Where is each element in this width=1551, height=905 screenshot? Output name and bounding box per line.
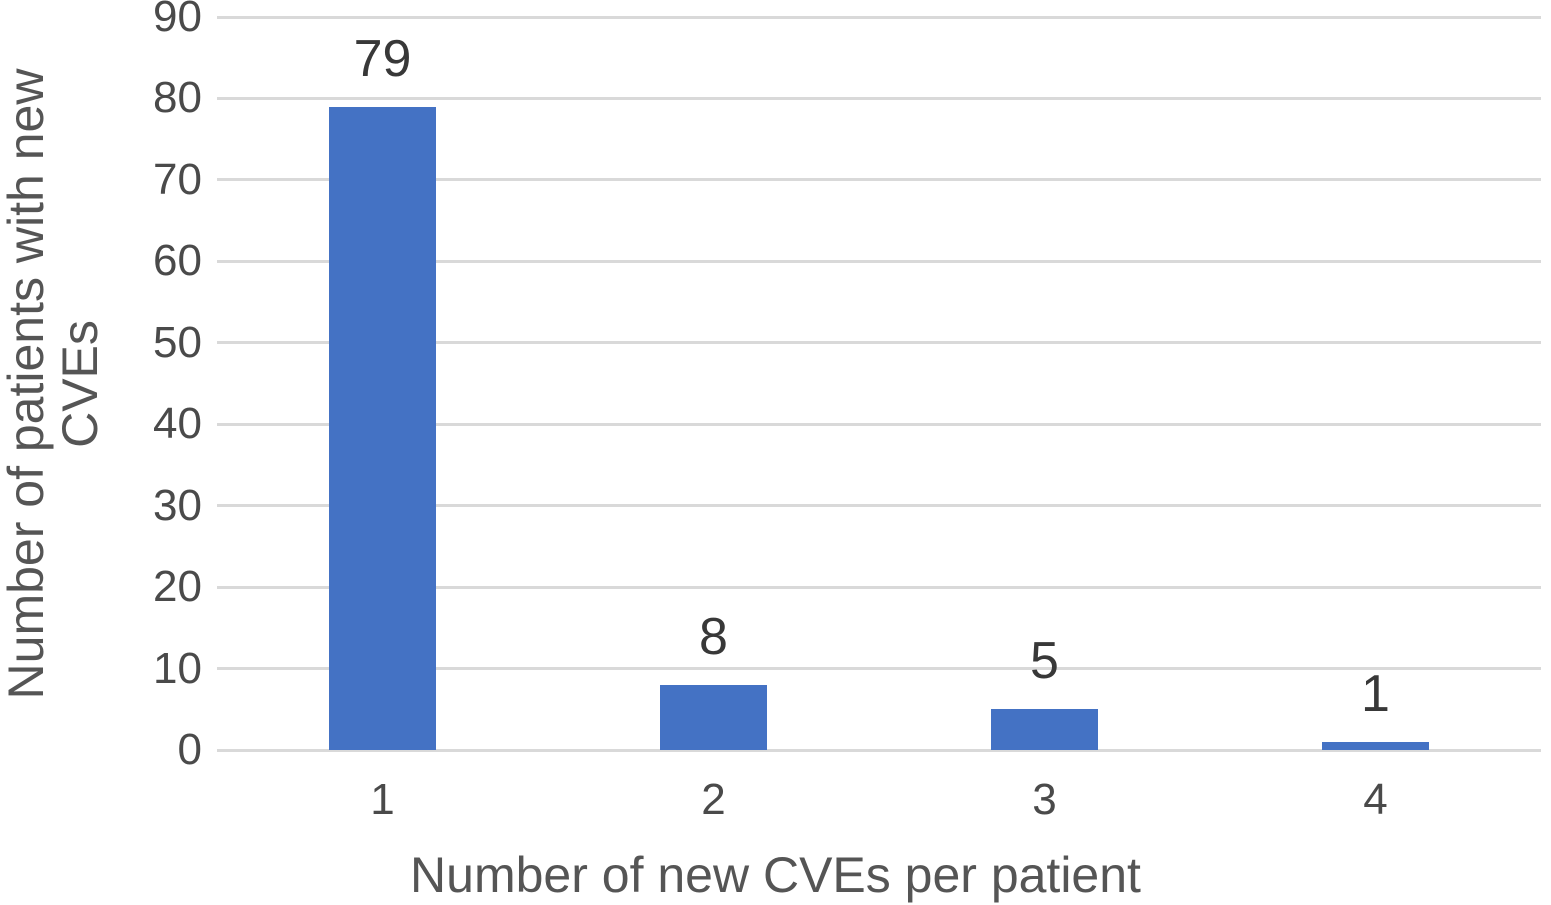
data-label-category-3: 5 xyxy=(1030,632,1059,691)
x-tick-label-3: 3 xyxy=(1032,775,1057,824)
y-tick-label-0: 0 xyxy=(177,725,202,774)
y-tick-label-20: 20 xyxy=(153,562,202,612)
gridline-60 xyxy=(217,259,1541,263)
y-tick-label-60: 60 xyxy=(153,236,202,286)
data-label-category-4: 1 xyxy=(1361,664,1390,723)
y-axis-title: Number of patients with new CVEs xyxy=(0,14,108,754)
gridline-70 xyxy=(217,178,1541,182)
gridline-90 xyxy=(217,15,1541,19)
bar-category-3 xyxy=(991,709,1098,750)
x-tick-label-2: 2 xyxy=(701,775,726,824)
y-tick-label-40: 40 xyxy=(153,399,202,449)
data-label-category-2: 8 xyxy=(699,607,728,666)
gridline-30 xyxy=(217,504,1541,508)
gridline-80 xyxy=(217,96,1541,100)
gridline-0 xyxy=(217,748,1541,752)
gridline-10 xyxy=(217,667,1541,671)
gridline-50 xyxy=(217,341,1541,345)
y-axis-title-line-1: Number of patients with new xyxy=(0,68,54,700)
bar-category-4 xyxy=(1322,741,1429,750)
y-tick-label-70: 70 xyxy=(153,154,202,204)
y-axis-title-line-2: CVEs xyxy=(52,320,108,448)
y-tick-label-10: 10 xyxy=(153,643,202,693)
gridline-40 xyxy=(217,422,1541,426)
data-label-category-1: 79 xyxy=(353,29,412,88)
y-tick-label-30: 30 xyxy=(153,480,202,530)
gridline-20 xyxy=(217,585,1541,589)
bar-category-2 xyxy=(660,684,767,750)
x-tick-label-4: 4 xyxy=(1363,775,1388,824)
y-tick-label-80: 80 xyxy=(153,73,202,123)
x-axis-title: Number of new CVEs per patient xyxy=(410,847,1141,903)
x-tick-label-1: 1 xyxy=(370,775,395,824)
y-tick-label-50: 50 xyxy=(153,317,202,367)
y-tick-label-90: 90 xyxy=(153,0,202,41)
bar-category-1 xyxy=(329,106,436,750)
